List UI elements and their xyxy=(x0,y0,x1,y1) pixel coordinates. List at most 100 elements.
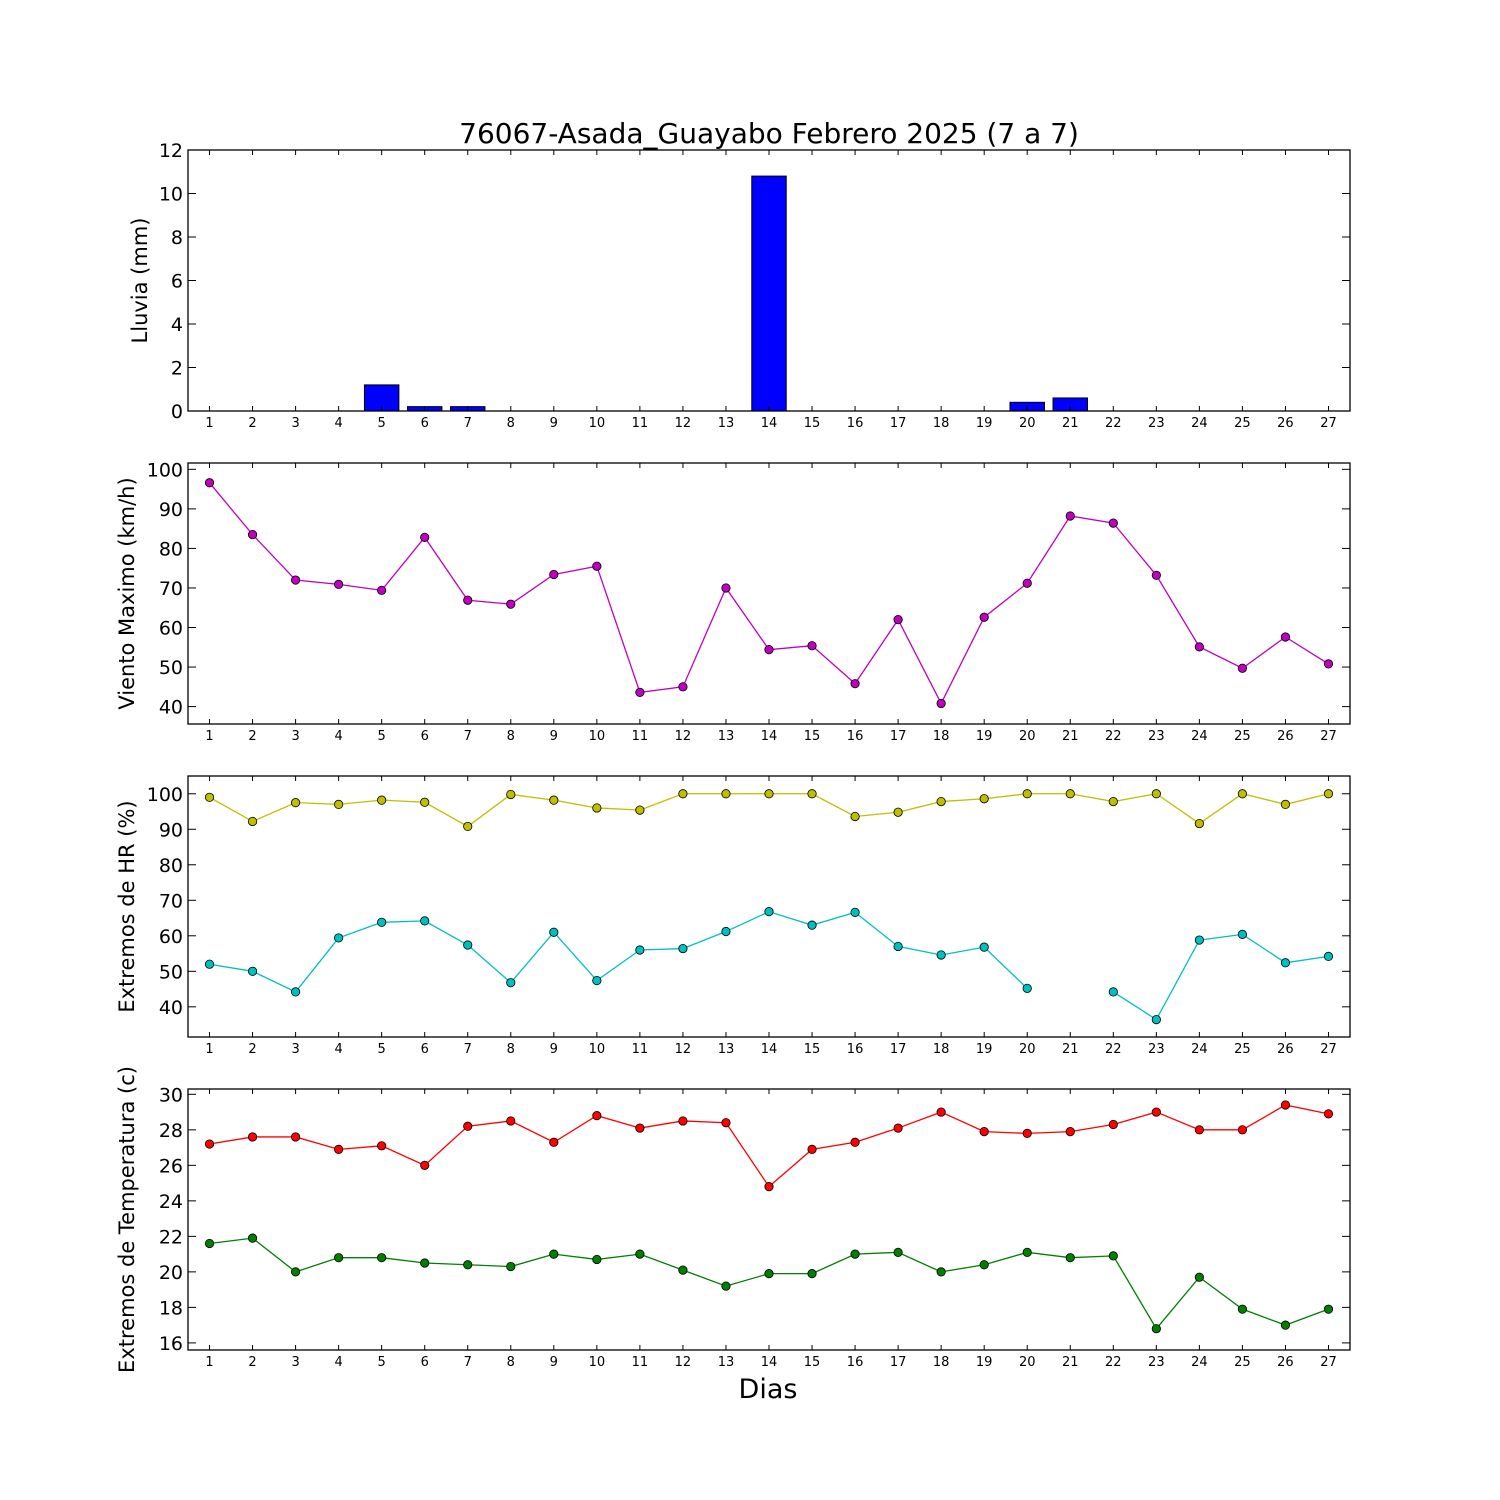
x-tick-label: 25 xyxy=(1234,1042,1251,1057)
humidity-series-2-point xyxy=(592,975,602,986)
wind-series-1-point xyxy=(635,687,645,697)
humidity-series-1-point xyxy=(290,798,301,808)
y-tick-label: 20 xyxy=(159,1262,183,1284)
temperature-series-1-point xyxy=(893,1123,903,1133)
y-axis-label: Lluvia (mm) xyxy=(128,218,152,344)
x-tick-label: 18 xyxy=(933,416,950,431)
x-tick-label: 6 xyxy=(421,1042,429,1057)
y-tick-label: 60 xyxy=(159,618,183,640)
x-tick-label: 15 xyxy=(804,729,821,744)
temperature-series-1-point xyxy=(979,1127,989,1137)
x-tick-label: 16 xyxy=(847,1042,864,1057)
x-tick-label: 5 xyxy=(378,1042,386,1057)
x-tick-label: 18 xyxy=(933,729,950,744)
x-tick-label: 22 xyxy=(1105,416,1122,431)
x-tick-label: 3 xyxy=(291,416,299,431)
humidity-series-1-point xyxy=(1151,789,1161,799)
humidity-series-1-point xyxy=(549,795,559,805)
y-tick-label: 28 xyxy=(159,1120,183,1142)
x-tick-label: 1 xyxy=(205,416,213,431)
y-axis-label: Extremos de HR (%) xyxy=(115,800,139,1012)
x-tick-label: 6 xyxy=(421,729,429,744)
wind-series-1-point xyxy=(1022,578,1032,588)
x-tick-label: 4 xyxy=(334,729,342,744)
wind-series-1-point xyxy=(506,599,516,609)
x-tick-label: 16 xyxy=(847,416,864,431)
x-tick-label: 26 xyxy=(1277,729,1294,744)
humidity-series-2-point xyxy=(678,943,688,954)
temperature-series-1-point xyxy=(506,1116,516,1126)
x-axis-label: Dias xyxy=(739,1374,798,1405)
humidity-series-1-point xyxy=(850,811,860,822)
temperature-series-1-point xyxy=(290,1132,301,1142)
x-tick-label: 11 xyxy=(632,1042,649,1057)
x-tick-label: 23 xyxy=(1148,1042,1165,1057)
wind-series-1-point xyxy=(764,645,774,655)
chart-title: 76067-Asada_Guayabo Febrero 2025 (7 a 7) xyxy=(459,117,1079,150)
temperature-series-1-point xyxy=(1280,1100,1291,1110)
temperature-series-2-point xyxy=(1194,1272,1204,1282)
humidity-series-2-point xyxy=(1151,1014,1161,1025)
x-tick-label: 8 xyxy=(507,1355,515,1370)
temperature-series-2-point xyxy=(678,1265,688,1275)
wind-series-1-point xyxy=(1323,659,1334,669)
x-tick-label: 14 xyxy=(761,729,778,744)
temperature-series-1-point xyxy=(247,1132,258,1142)
x-tick-label: 8 xyxy=(507,729,515,744)
y-axis-label: Viento Maximo (km/h) xyxy=(115,477,139,709)
wind-series-1-point xyxy=(1194,642,1204,652)
x-tick-label: 22 xyxy=(1105,1042,1122,1057)
x-tick-label: 11 xyxy=(632,1355,649,1370)
y-tick-label: 100 xyxy=(147,459,183,481)
x-tick-label: 19 xyxy=(976,416,993,431)
humidity-series-2-point xyxy=(1194,935,1204,945)
wind-series-1-point xyxy=(334,579,344,590)
humidity-series-2-point xyxy=(764,907,774,917)
x-tick-label: 14 xyxy=(761,416,778,431)
temperature-series-1-point xyxy=(204,1139,215,1149)
wind-series-1-point xyxy=(850,679,860,689)
y-tick-label: 50 xyxy=(159,657,183,679)
wind-series-1-point xyxy=(721,583,731,593)
y-tick-label: 80 xyxy=(159,855,183,877)
temperature-series-1-point xyxy=(1194,1125,1204,1135)
x-tick-label: 1 xyxy=(205,1042,213,1057)
temperature-series-2-point xyxy=(1065,1253,1075,1263)
humidity-series-1-point xyxy=(247,816,258,827)
x-tick-label: 20 xyxy=(1019,416,1036,431)
x-tick-label: 16 xyxy=(847,729,864,744)
temperature-series-1-point xyxy=(1065,1127,1075,1137)
x-tick-label: 2 xyxy=(248,1355,256,1370)
humidity-series-1-point xyxy=(1108,796,1118,807)
x-tick-label: 9 xyxy=(550,1042,558,1057)
humidity-series-2-point xyxy=(1280,958,1291,968)
x-tick-label: 9 xyxy=(550,416,558,431)
x-tick-label: 7 xyxy=(464,416,472,431)
humidity-series-2-point xyxy=(334,933,344,943)
x-tick-label: 12 xyxy=(675,1042,692,1057)
x-tick-label: 8 xyxy=(507,1042,515,1057)
humidity-series-2-point xyxy=(635,945,645,955)
humidity-series-1-point xyxy=(979,794,989,804)
wind-series-1-line xyxy=(209,482,1329,705)
wind-series-1-point xyxy=(936,698,946,709)
temperature-series-2-point xyxy=(247,1233,258,1243)
humidity-series-2-point xyxy=(1108,987,1118,997)
x-tick-label: 3 xyxy=(291,729,299,744)
temperature-series-2-point xyxy=(592,1254,602,1265)
humidity-series-1-point xyxy=(1065,789,1075,799)
x-tick-label: 5 xyxy=(378,416,386,431)
x-tick-label: 22 xyxy=(1105,729,1122,744)
x-tick-label: 24 xyxy=(1191,1042,1208,1057)
x-tick-label: 14 xyxy=(761,1042,778,1057)
x-tick-label: 17 xyxy=(890,729,907,744)
y-tick-label: 70 xyxy=(159,890,183,912)
temperature-series-1-point xyxy=(850,1137,860,1147)
temperature-series-2-point xyxy=(635,1249,645,1259)
humidity-series-1-point xyxy=(506,789,516,800)
y-tick-label: 18 xyxy=(159,1297,183,1319)
temperature-series-1-point xyxy=(635,1123,645,1133)
temperature-series-2-point xyxy=(1237,1304,1248,1314)
x-tick-label: 15 xyxy=(804,416,821,431)
